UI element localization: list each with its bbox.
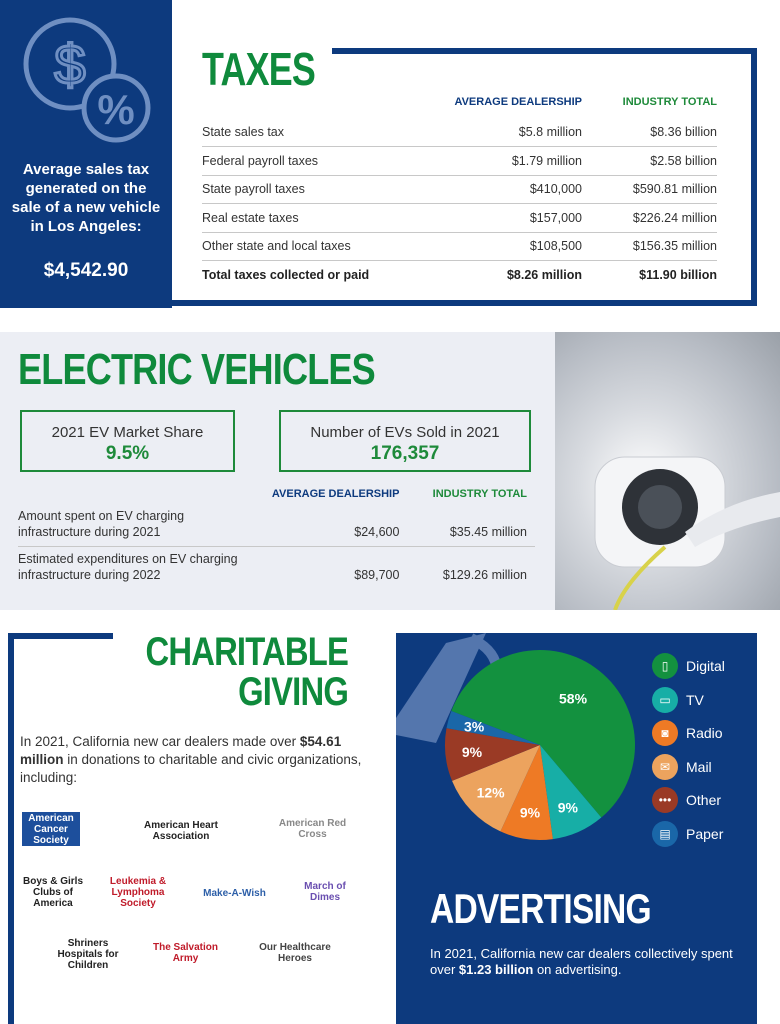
cell-dealer: $1.79 million (417, 146, 582, 176)
pie-slice-mail (452, 745, 540, 832)
legend-item-digital: ▯ Digital (652, 653, 725, 679)
pie-label: 3% (464, 719, 485, 735)
sales-tax-amount: $4,542.90 (43, 260, 129, 281)
table-row: Federal payroll taxes $1.79 million $2.58 … (202, 146, 717, 176)
legend-label: Paper (686, 826, 724, 842)
col-industry: INDUSTRY TOTAL (622, 96, 717, 108)
cell-label: Real estate taxes (202, 203, 418, 233)
cell-label: State payroll taxes (202, 175, 418, 204)
ev-title: ELECTRIC VEHICLES (18, 345, 376, 394)
col-dealership: AVERAGE DEALERSHIP (271, 488, 400, 500)
frame-line (8, 633, 113, 639)
phone-icon: ▯ (652, 653, 678, 679)
taxes-table: AVERAGE DEALERSHIP INDUSTRY TOTAL State s… (202, 96, 717, 289)
logo-boys-girls-clubs-of-america: Boys & Girls Clubs of America (18, 872, 88, 912)
legend-label: Other (686, 792, 722, 809)
logo-the-salvation-army: The Salvation Army (143, 930, 228, 976)
dollar-percent-icon: $ % (23, 17, 151, 143)
frame-line (332, 48, 757, 54)
table-row: State sales tax $5.8 million $8.36 billion (202, 118, 717, 147)
pie-slice-other (445, 728, 540, 781)
frame-line (8, 633, 14, 1024)
cell-industry: $590.81 million (582, 175, 717, 204)
cell-industry: $11.90 billion (639, 268, 717, 282)
cell-label: Total taxes collected or paid (202, 268, 370, 282)
cell-industry: $226.24 million (582, 203, 717, 233)
dots-icon: ••• (652, 787, 678, 814)
logo-shriners-hospitals-for-children: Shriners Hospitals for Children (52, 932, 124, 976)
evs-sold-box: Number of EVs Sold in 2021 176,357 (279, 410, 531, 472)
pie-slice-paper (446, 710, 540, 745)
svg-text:%: % (97, 86, 134, 133)
legend-item-paper: ▤ Paper (652, 821, 723, 847)
col-dealership: AVERAGE DEALERSHIP (454, 96, 582, 108)
table-row: State payroll taxes $410,000 $590.81 milli… (202, 175, 717, 204)
charity-title: CHARITABLE GIVING (145, 630, 348, 714)
cell-industry: $2.58 billion (582, 146, 717, 176)
table-row: Total taxes collected or paid $8.26 milli… (202, 261, 717, 290)
logo-make-a-wish: Make-A-Wish (192, 880, 277, 906)
logo-american-heart-association: American Heart Association (140, 808, 222, 854)
frame-line (172, 300, 757, 306)
sales-tax-label: Average sales tax generated on the sale … (11, 161, 161, 235)
cell-label: State sales tax (202, 118, 418, 147)
tv-icon: ▭ (652, 686, 678, 713)
pie-label: 9% (558, 799, 579, 815)
cell-dealer: $5.8 million (417, 118, 582, 147)
legend-item-radio: ◙ Radio (652, 720, 723, 747)
table-row: Amount spent on EV charging infrastructu… (18, 504, 535, 547)
pie-label: 9% (520, 805, 541, 821)
market-share-value: 9.5% (105, 443, 150, 464)
ev-market-share-box: 2021 EV Market Share 9.5% (20, 410, 235, 472)
frame-line (751, 48, 757, 306)
pie-slice-radio (500, 745, 553, 840)
legend-item-mail: ✉ Mail (652, 753, 712, 780)
svg-text:$: $ (54, 33, 85, 96)
cell-dealer: $410,000 (417, 175, 582, 204)
legend-label: Mail (686, 758, 712, 775)
table-row: Other state and local taxes $108,500 $156.… (202, 232, 717, 261)
taxes-title: TAXES (202, 43, 316, 95)
legend-item-other: ••• Other (652, 787, 722, 814)
cell-label: Federal payroll taxes (202, 146, 418, 176)
radio-icon: ◙ (652, 720, 678, 747)
newspaper-icon: ▤ (652, 821, 678, 847)
pie-label: 58% (559, 691, 588, 707)
ev-charger-photo (555, 332, 780, 611)
advertising-pie-chart: 58% 9% 9% 12% 9% 3% (445, 650, 635, 840)
advertising-title: ADVERTISING (430, 885, 652, 932)
advertising-text: In 2021, California new car dealers coll… (430, 946, 733, 977)
legend-label: Radio (686, 725, 723, 742)
legend-label: Digital (686, 658, 725, 674)
col-industry: INDUSTRY TOTAL (432, 488, 527, 500)
pie-slice-tv (540, 745, 602, 840)
sales-tax-panel: $ % Average sales tax generated on the s… (0, 0, 172, 308)
mail-icon: ✉ (652, 753, 678, 780)
cell-label: Other state and local taxes (202, 232, 418, 261)
table-row: Estimated expenditures on EV charging in… (18, 552, 527, 582)
pie-label: 12% (477, 784, 506, 800)
table-row: Real estate taxes $157,000 $226.24 million (202, 203, 717, 233)
cell-dealer: $108,500 (417, 232, 582, 261)
evs-sold-label: Number of EVs Sold in 2021 (310, 424, 500, 441)
logo-american-cancer-society: American Cancer Society (22, 812, 80, 846)
logo-leukemia-lymphoma-society: Leukemia & Lymphoma Society (101, 870, 175, 914)
cell-industry: $156.35 million (582, 232, 717, 261)
cell-dealer: $157,000 (417, 203, 582, 233)
logo-american-red-cross: American Red Cross (270, 814, 355, 844)
ev-table: AVERAGE DEALERSHIP INDUSTRY TOTAL Amount … (18, 488, 535, 589)
logo-our-healthcare-heroes: Our Healthcare Heroes (255, 926, 335, 980)
ev-charger-image (594, 456, 780, 611)
charity-text: In 2021, California new car dealers made… (20, 734, 362, 785)
legend-item-tv: ▭ TV (652, 686, 704, 713)
cell-industry: $8.36 billion (582, 118, 717, 147)
market-share-label: 2021 EV Market Share (51, 424, 204, 441)
pie-slice-digital (451, 650, 635, 818)
pie-label: 9% (462, 744, 483, 760)
legend-label: TV (686, 691, 704, 708)
cell-dealer: $8.26 million (506, 268, 582, 282)
logo-march-of-dimes: March of Dimes (295, 870, 355, 914)
evs-sold-value: 176,357 (370, 443, 440, 464)
